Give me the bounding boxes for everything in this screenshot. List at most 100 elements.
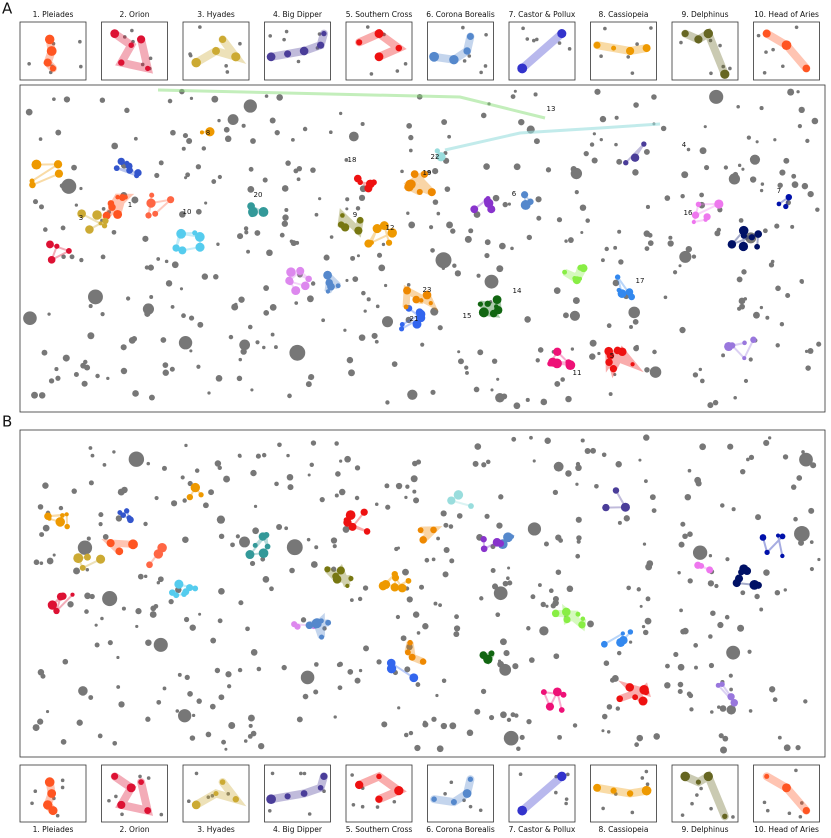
star (89, 593, 95, 600)
star (467, 54, 472, 58)
star (348, 575, 354, 582)
star (266, 249, 273, 257)
star (630, 362, 635, 367)
thumbnail-title: 7. Castor & Pollux (509, 825, 576, 834)
star (749, 154, 761, 165)
thumbnail-title: 10. Head of Aries (754, 825, 819, 834)
star (250, 469, 257, 477)
star (743, 297, 748, 301)
constellation-number: 3 (79, 214, 83, 222)
star (284, 50, 292, 58)
star (247, 185, 255, 193)
star (810, 462, 817, 469)
star (184, 176, 188, 180)
star (369, 72, 374, 76)
star (594, 483, 599, 489)
star (638, 696, 648, 706)
star (164, 259, 169, 264)
star (756, 33, 761, 38)
star (762, 29, 771, 38)
star (805, 138, 810, 143)
star (262, 177, 268, 183)
star (162, 686, 167, 691)
star (387, 228, 397, 238)
star (605, 358, 613, 366)
star (356, 39, 363, 46)
star (665, 663, 670, 669)
star (539, 626, 549, 636)
star (81, 380, 88, 387)
star (779, 533, 786, 540)
constellation-line (157, 88, 546, 120)
star (710, 710, 714, 714)
star (59, 183, 65, 189)
star (356, 216, 364, 224)
star (551, 609, 560, 618)
star (663, 295, 668, 300)
star (775, 533, 781, 538)
panel-label: B (2, 413, 12, 431)
star (517, 63, 528, 74)
star (239, 339, 251, 351)
star (248, 166, 254, 172)
constellation-number: 7 (777, 187, 781, 195)
star (660, 125, 667, 132)
star (392, 799, 397, 804)
star (800, 801, 804, 805)
star (709, 806, 713, 811)
star (496, 539, 505, 548)
star (472, 460, 479, 467)
star (747, 649, 752, 654)
star (537, 583, 542, 587)
star (738, 225, 749, 236)
constellation-line (605, 489, 628, 509)
star (88, 480, 94, 486)
star (565, 470, 572, 477)
star (322, 626, 327, 631)
star (440, 722, 448, 730)
star (709, 89, 724, 104)
star (44, 777, 55, 787)
star (737, 163, 742, 168)
star (449, 558, 455, 564)
star (188, 315, 195, 321)
star (235, 534, 240, 539)
star (803, 699, 808, 704)
constellation-number: 17 (636, 277, 645, 285)
star (152, 210, 159, 217)
star (146, 776, 151, 780)
star (149, 295, 154, 299)
star (311, 618, 322, 629)
star (110, 29, 120, 38)
star (299, 46, 309, 56)
star (331, 566, 337, 572)
star (188, 52, 192, 56)
thumbnail-title: 10. Head of Aries (754, 10, 819, 19)
star (584, 447, 591, 454)
star (626, 585, 631, 591)
star (201, 273, 209, 280)
star (60, 739, 67, 745)
star (397, 583, 407, 593)
star (174, 579, 184, 589)
star (117, 488, 125, 496)
star (69, 254, 75, 260)
star (60, 225, 66, 231)
star (205, 731, 212, 738)
star (270, 771, 275, 776)
star (437, 325, 443, 331)
panel-label: A (2, 0, 13, 18)
star (590, 447, 597, 454)
star (554, 774, 558, 779)
star (759, 188, 764, 193)
star (507, 202, 511, 206)
star (140, 62, 145, 67)
star (797, 124, 802, 129)
thumbnail-title: 4. Big Dipper (273, 10, 323, 19)
star (807, 190, 814, 198)
constellation-line (49, 243, 72, 262)
star (154, 172, 160, 179)
star (216, 242, 220, 246)
star (60, 513, 65, 518)
star (284, 29, 289, 34)
